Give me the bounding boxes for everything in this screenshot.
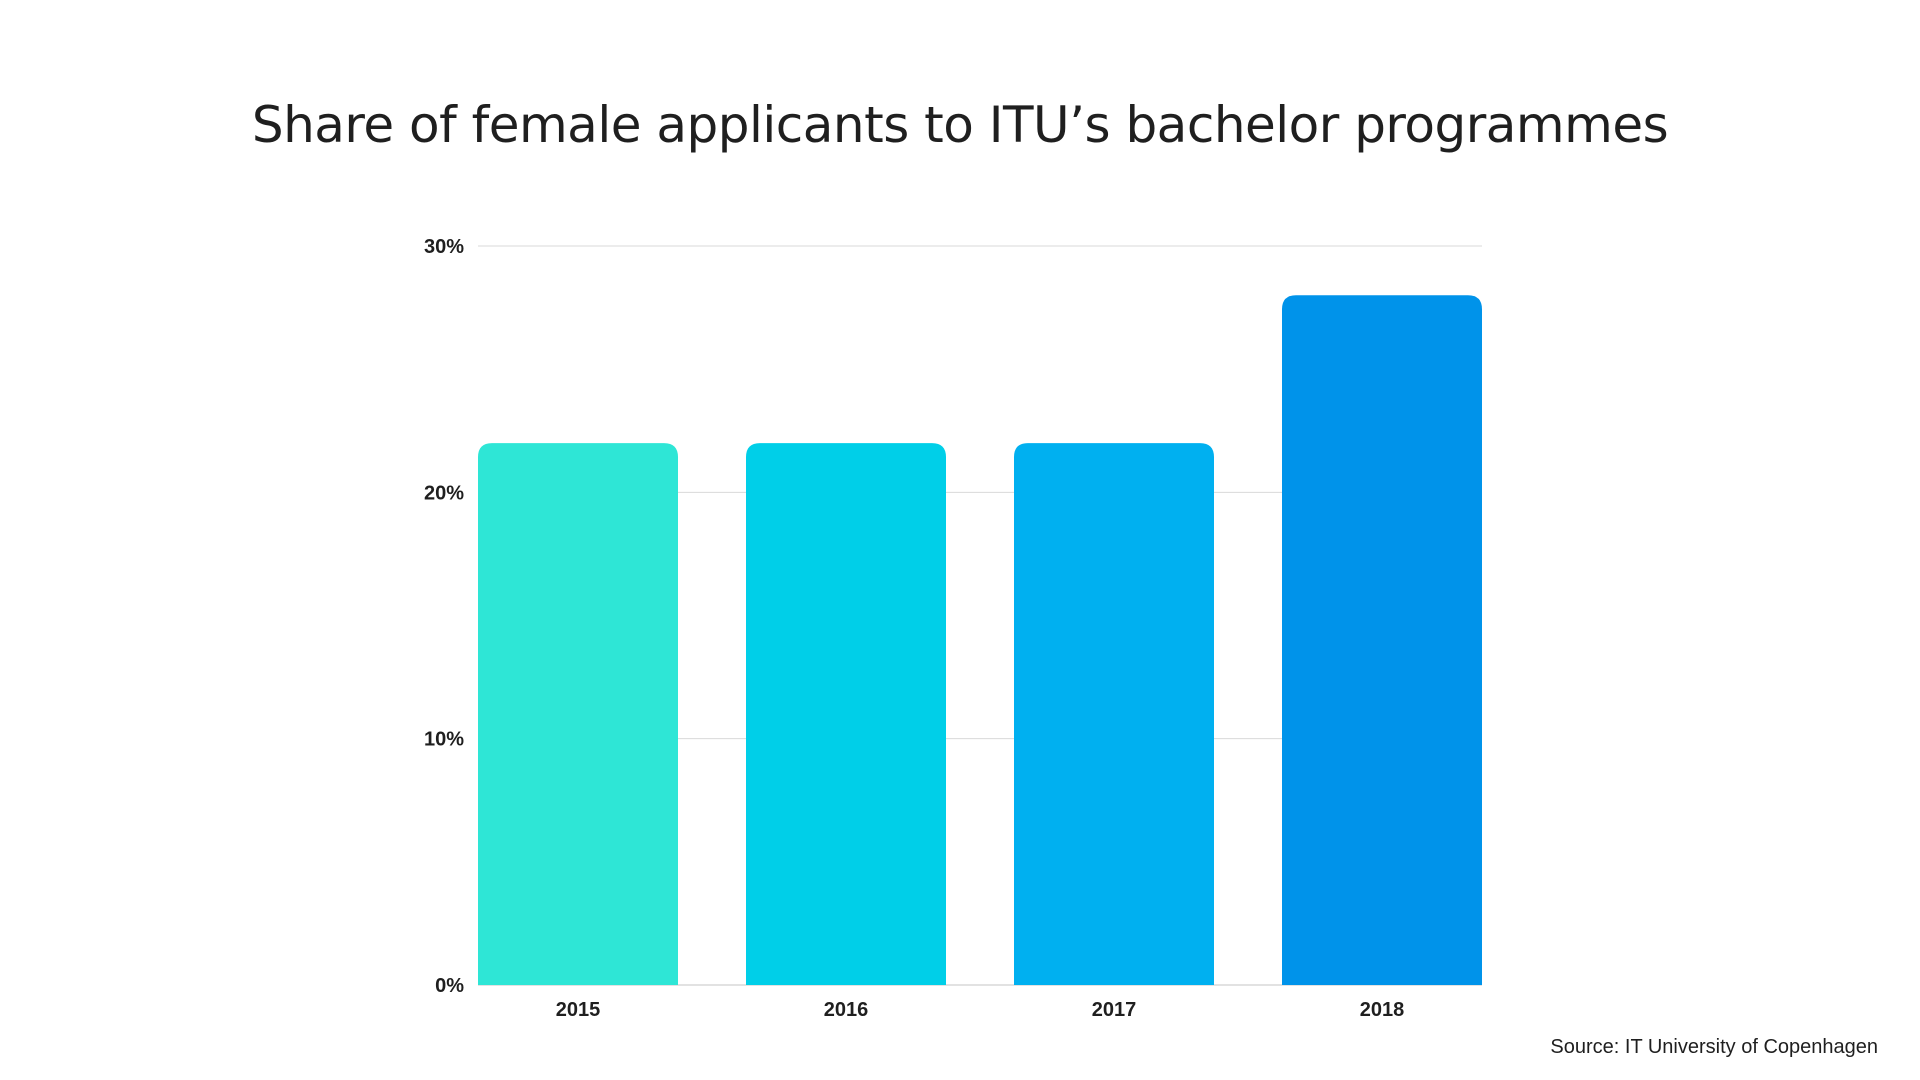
x-tick-label: 2017	[1092, 999, 1137, 1021]
bar-2016	[746, 443, 946, 986]
x-tick-label: 2016	[824, 999, 869, 1021]
chart-title: Share of female applicants to ITU’s bach…	[251, 96, 1669, 154]
bars	[478, 295, 1482, 986]
x-tick-label: 2015	[556, 999, 601, 1021]
y-tick-label: 20%	[424, 482, 464, 504]
bar-2018	[1282, 295, 1482, 985]
bar-2015	[478, 443, 678, 986]
x-tick-label: 2018	[1360, 999, 1405, 1021]
source-note: Source: IT University of Copenhagen	[1550, 1036, 1878, 1058]
y-tick-label: 30%	[424, 236, 464, 258]
x-axis-ticks: 2015 2016 2017 2018	[556, 999, 1405, 1021]
y-axis-ticks: 0% 10% 20% 30%	[424, 236, 464, 997]
bar-2017	[1014, 443, 1214, 986]
y-tick-label: 10%	[424, 729, 464, 751]
y-tick-label: 0%	[435, 975, 464, 997]
